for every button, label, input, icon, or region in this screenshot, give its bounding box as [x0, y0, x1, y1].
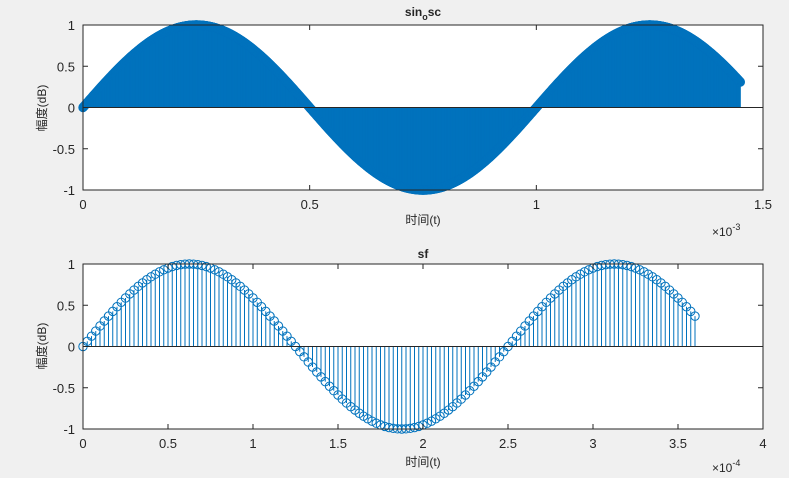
subplot-1-title-tail: sc	[428, 5, 442, 19]
stem-marker	[409, 422, 420, 433]
subplot-2-ticks: 0 0.5 1 1.5 2 2.5 3 3.5 4 -1 -0.5 0 0.5 1	[53, 257, 767, 451]
x-tick-label: 1.5	[754, 197, 772, 212]
y-tick-label: -0.5	[53, 142, 75, 157]
stem-marker	[197, 260, 207, 271]
y-tick-label: 1	[68, 18, 75, 33]
x-tick-label: 0	[79, 197, 86, 212]
subplot-2-xlabel: 时间(t)	[405, 455, 440, 469]
subplot-2-x-exponent-power: -4	[732, 458, 740, 468]
y-tick-label: -1	[63, 422, 75, 437]
x-tick-label: 0.5	[301, 197, 319, 212]
x-tick-label: 1	[249, 436, 256, 451]
subplot-2-ylabel: 幅度(dB)	[34, 323, 49, 370]
stem-marker	[626, 261, 636, 272]
subplot-1-title-sub: o	[422, 12, 428, 22]
x-tick-label: 3.5	[669, 436, 687, 451]
x-tick-label: 1.5	[329, 436, 347, 451]
stem-marker	[618, 259, 628, 270]
subplot-1-xlabel: 时间(t)	[405, 213, 440, 227]
subplot-1-stem-series	[78, 20, 746, 195]
subplot-1-ticks: 0 0.5 1 1.5 -1 -0.5 0 0.5 1	[53, 18, 772, 212]
subplot-2-x-exponent: ×10-4	[712, 458, 740, 475]
y-tick-label: 0	[68, 101, 75, 116]
subplot-1-title-main: sin	[405, 5, 422, 19]
stem-marker	[622, 260, 632, 271]
x-tick-label: 2.5	[499, 436, 517, 451]
x-tick-label: 4	[759, 436, 766, 451]
stem-marker	[735, 77, 746, 87]
stem-marker	[405, 423, 415, 434]
x-tick-label: 0.5	[159, 436, 177, 451]
stem-marker	[635, 265, 645, 275]
subplot-1-x-exponent: ×10-3	[712, 222, 740, 239]
subplot-2-x-exponent-base: ×10	[712, 461, 733, 475]
subplot-1-x-exponent-base: ×10	[712, 225, 733, 239]
y-tick-label: -0.5	[53, 381, 75, 396]
y-tick-label: 0.5	[57, 298, 75, 313]
subplot-sf: sf 0 0.5 1 1.5 2 2.5 3 3.5 4 -1 -0.5 0 0.5 1 时间(t) 幅度…	[34, 247, 767, 475]
stem-marker	[201, 261, 211, 272]
y-tick-label: -1	[63, 183, 75, 198]
subplot-sin-osc: sinosc 0 0.5 1 1.5-1-0.500.51 时间(t) 幅度(dB) …	[34, 5, 772, 239]
x-tick-label: 2	[419, 436, 426, 451]
y-tick-label: 0.5	[57, 59, 75, 74]
subplot-1-ylabel: 幅度(dB)	[34, 85, 49, 132]
x-tick-label: 1	[533, 197, 540, 212]
y-tick-label: 0	[68, 340, 75, 355]
stem-marker	[210, 265, 220, 275]
subplot-1-x-exponent-power: -3	[732, 222, 740, 232]
stem-marker	[690, 311, 700, 321]
x-tick-label: 3	[589, 436, 596, 451]
subplot-1-title: sinosc	[405, 5, 442, 22]
stem-marker	[193, 259, 203, 270]
subplot-2-title: sf	[418, 247, 430, 261]
y-tick-label: 1	[68, 257, 75, 272]
stem-marker	[422, 418, 432, 428]
x-tick-label: 0	[79, 436, 86, 451]
